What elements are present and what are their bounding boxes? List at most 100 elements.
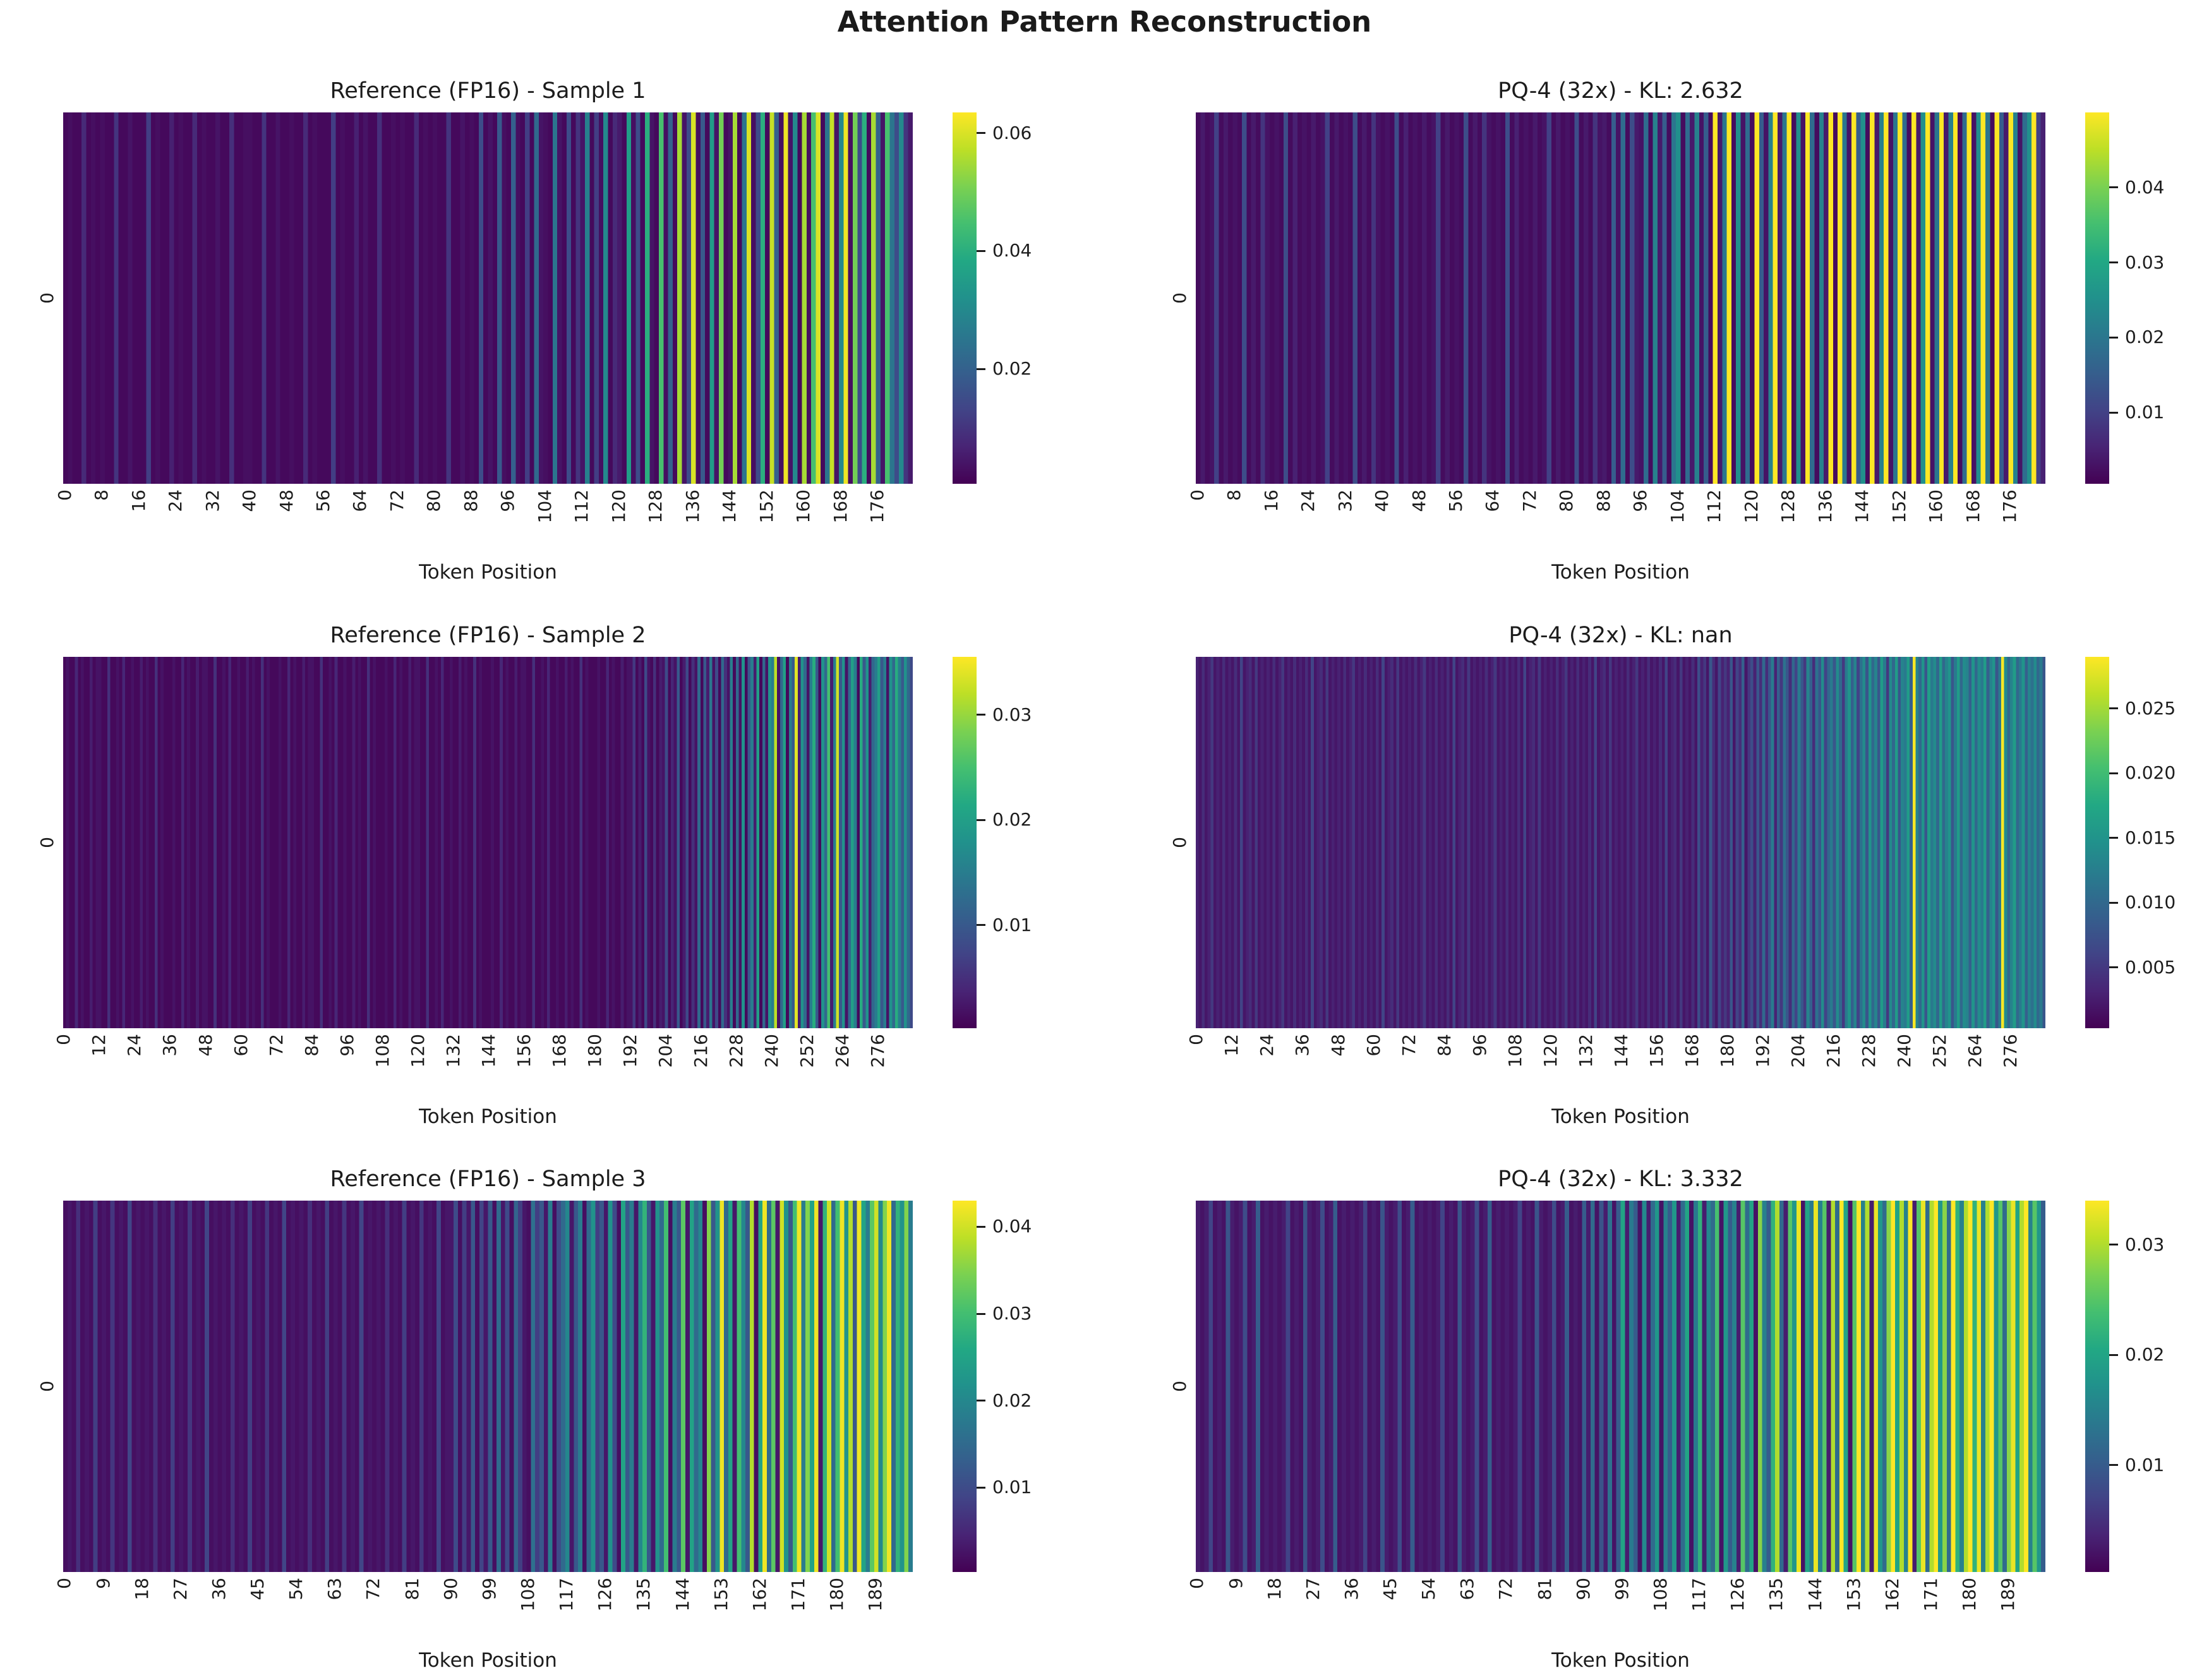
colorbar-gradient xyxy=(953,112,977,484)
x-tick-label: 24 xyxy=(124,1034,145,1057)
x-tick-label: 144 xyxy=(1804,1578,1826,1612)
panel-title: PQ-4 (32x) - KL: 3.332 xyxy=(1498,1167,1743,1192)
colorbar-tick-dash xyxy=(977,1400,985,1402)
heatmap-canvas xyxy=(1196,657,2045,1028)
x-tick-label: 240 xyxy=(1894,1034,1915,1068)
x-tick-label: 160 xyxy=(793,489,814,524)
x-tick-label: 64 xyxy=(1482,489,1503,512)
colorbar-tick: 0.005 xyxy=(2109,956,2176,978)
x-tick-label: 99 xyxy=(1611,1578,1632,1600)
colorbar-tick: 0.025 xyxy=(2109,699,2176,717)
colorbar-tick-dash xyxy=(977,1312,985,1315)
x-tick-label: 108 xyxy=(517,1578,539,1612)
colorbar-tick: 0.02 xyxy=(2109,1346,2164,1364)
colorbar: 0.04 0.03 0.02 0.01 xyxy=(2085,112,2164,484)
x-tick-label: 63 xyxy=(324,1578,346,1600)
panel-pq4-sample-2: PQ-4 (32x) - KL: nan 0 0 12 24 36 48 60 72 84 96… xyxy=(1169,623,2176,1128)
x-tick-label: 36 xyxy=(1340,1578,1362,1600)
x-tick-label: 189 xyxy=(865,1578,886,1612)
x-tick-label: 48 xyxy=(1408,489,1430,512)
x-tick-label: 84 xyxy=(301,1034,322,1057)
x-tick-label: 54 xyxy=(1418,1578,1440,1600)
x-tick-label: 48 xyxy=(1327,1034,1349,1057)
x-tick-label: 72 xyxy=(386,489,407,512)
x-tick-label: 216 xyxy=(690,1034,712,1068)
x-tick-label: 72 xyxy=(1398,1034,1419,1057)
x-tick-label: 162 xyxy=(749,1578,770,1612)
x-tick-label: 144 xyxy=(1610,1034,1632,1068)
x-tick-label: 24 xyxy=(1256,1034,1278,1057)
y-tick-label: 0 xyxy=(37,292,58,304)
colorbar-tick-label: 0.005 xyxy=(2125,956,2176,978)
x-tick-label: 81 xyxy=(401,1578,423,1600)
x-tick-label: 171 xyxy=(1920,1578,1941,1612)
colorbar-tick: 0.02 xyxy=(977,811,1032,829)
colorbar-tick-label: 0.03 xyxy=(992,704,1032,725)
x-tick-label: 156 xyxy=(513,1034,534,1068)
x-tick-label: 192 xyxy=(620,1034,641,1068)
x-tick-label: 36 xyxy=(159,1034,181,1057)
colorbar-tick-dash xyxy=(2109,261,2118,264)
heatmap xyxy=(63,112,913,484)
panel-reference-sample-1: Reference (FP16) - Sample 1 0 0 8 16 24 32 40… xyxy=(37,78,1032,584)
x-tick-label: 104 xyxy=(1666,489,1688,524)
x-tick-label: 128 xyxy=(1778,489,1799,524)
colorbar-tick: 0.02 xyxy=(977,1389,1032,1411)
colorbar-tick: 0.010 xyxy=(2109,894,2176,911)
x-tick-label: 16 xyxy=(128,489,149,512)
x-tick-label: 88 xyxy=(1592,489,1614,512)
x-tick-label: 54 xyxy=(286,1578,307,1600)
x-tick-label: 136 xyxy=(682,489,703,524)
x-tick-label: 99 xyxy=(478,1578,500,1600)
x-axis-label: Token Position xyxy=(419,1649,557,1672)
x-tick-label: 12 xyxy=(88,1034,110,1057)
colorbar-tick-dash xyxy=(2109,1244,2118,1246)
x-tick-label: 80 xyxy=(1556,489,1577,512)
colorbar-tick: 0.03 xyxy=(2109,253,2164,272)
x-tick-label: 0 xyxy=(1186,489,1208,501)
x-axis-ticks: 0 12 24 36 48 60 72 84 96 108 120 132 144 156 168 180 19… xyxy=(1186,1028,2045,1101)
x-tick-label: 8 xyxy=(1224,489,1245,501)
x-axis-label: Token Position xyxy=(1551,561,1690,584)
x-tick-label: 264 xyxy=(832,1034,853,1068)
x-axis-ticks: 0 8 16 24 32 40 48 56 64 72 80 88 96 104 112 120 128 136 1… xyxy=(1187,484,2045,556)
heatmap-canvas xyxy=(63,1201,913,1572)
colorbar-tick: 0.02 xyxy=(977,360,1032,378)
x-tick-label: 240 xyxy=(761,1034,783,1068)
x-tick-label: 152 xyxy=(1888,489,1910,524)
colorbar-tick-dash xyxy=(2109,1353,2118,1356)
colorbar-tick-label: 0.06 xyxy=(992,122,1032,143)
colorbar-tick-dash xyxy=(2109,837,2118,839)
x-tick-label: 252 xyxy=(797,1034,818,1068)
heatmap xyxy=(63,657,913,1028)
colorbar-tick-dash xyxy=(2109,707,2118,710)
colorbar-tick-label: 0.01 xyxy=(992,1477,1032,1498)
x-tick-label: 117 xyxy=(1688,1578,1710,1612)
heatmap-canvas xyxy=(63,657,913,1028)
x-axis-label: Token Position xyxy=(419,1105,557,1128)
colorbar-tick: 0.01 xyxy=(977,1479,1032,1496)
x-tick-label: 152 xyxy=(755,489,777,524)
x-tick-label: 180 xyxy=(826,1578,848,1612)
colorbar-tick-dash xyxy=(977,249,985,252)
colorbar-tick-label: 0.015 xyxy=(2125,827,2176,848)
colorbar-tick-label: 0.02 xyxy=(992,1389,1032,1411)
x-axis-label: Token Position xyxy=(419,561,557,584)
panel-title: PQ-4 (32x) - KL: nan xyxy=(1508,623,1733,648)
x-tick-label: 72 xyxy=(1495,1578,1517,1600)
colorbar-tick-dash xyxy=(977,1225,985,1228)
colorbar-tick-label: 0.03 xyxy=(992,1303,1032,1324)
x-tick-label: 56 xyxy=(313,489,334,512)
x-tick-label: 108 xyxy=(1504,1034,1526,1068)
colorbar-tick: 0.04 xyxy=(2109,178,2164,196)
x-tick-label: 36 xyxy=(208,1578,229,1600)
colorbar-tick-label: 0.04 xyxy=(992,1216,1032,1237)
panel-reference-sample-2: Reference (FP16) - Sample 2 0 0 12 24 36 48 6… xyxy=(37,623,1032,1128)
x-tick-label: 252 xyxy=(1929,1034,1951,1068)
x-tick-label: 45 xyxy=(247,1578,268,1600)
colorbar-tick: 0.01 xyxy=(2109,404,2164,421)
x-tick-label: 0 xyxy=(1186,1578,1208,1589)
x-tick-label: 112 xyxy=(1704,489,1725,524)
x-tick-label: 120 xyxy=(1539,1034,1561,1068)
colorbar-tick-label: 0.020 xyxy=(2125,762,2176,784)
